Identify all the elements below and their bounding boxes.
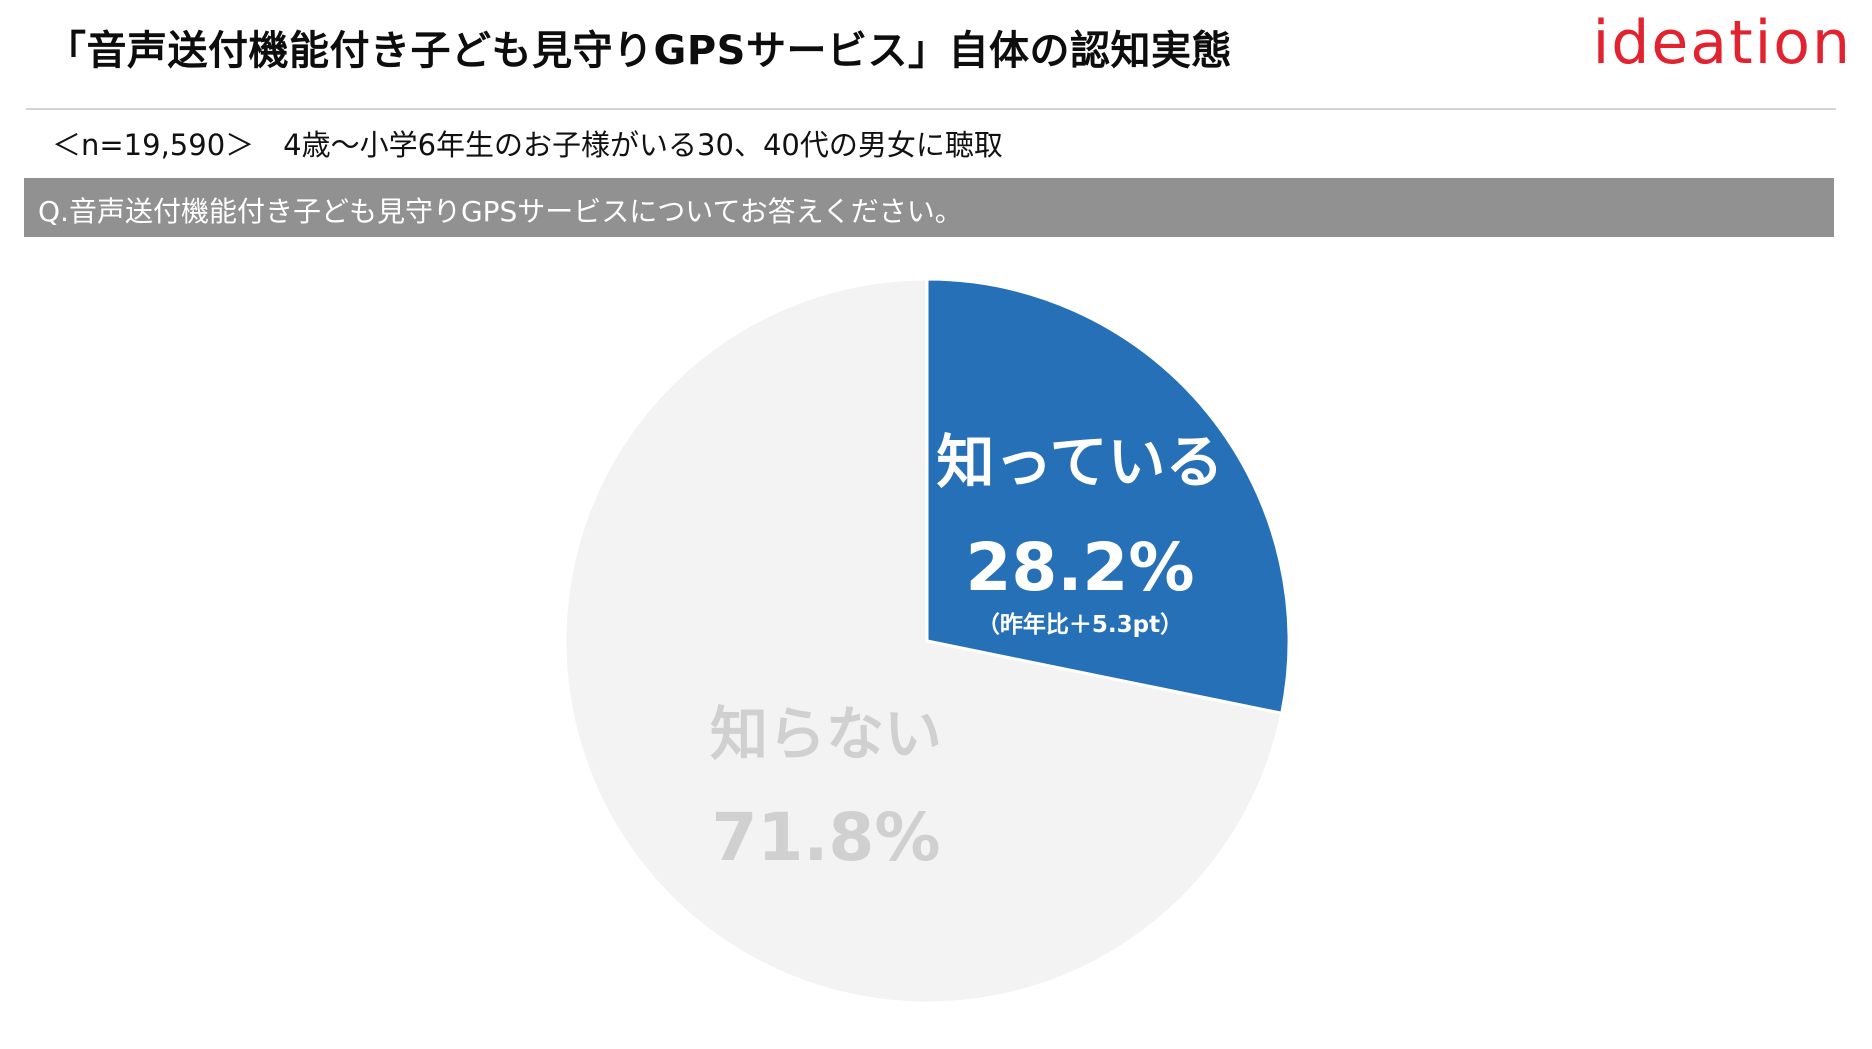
slice-label-unknown: 知らない [710, 700, 942, 768]
pie-slice-known [925, 277, 1291, 716]
question-bar: Q.音声送付機能付き子ども見守りGPSサービスについてお答えください。 [24, 178, 1834, 237]
pie-slice-unknown [563, 277, 1284, 1005]
question-text: Q.音声送付機能付き子ども見守りGPSサービスについてお答えください。 [38, 195, 963, 228]
slice-label-known: 知っている [936, 428, 1223, 496]
sample-size-note: ＜n=19,590＞ 4歳～小学6年生のお子様がいる30、40代の男女に聴取 [52, 128, 1003, 162]
page-title: 「音声送付機能付き子ども見守りGPSサービス」自体の認知実態 [46, 28, 1232, 74]
header-divider [26, 108, 1836, 110]
ideation-logo: ideation [1592, 8, 1852, 78]
slice-value-known: 28.2% [966, 529, 1195, 606]
slice-annotation-known: （昨年比＋5.3pt） [977, 611, 1183, 638]
slice-value-unknown: 71.8% [712, 799, 941, 876]
